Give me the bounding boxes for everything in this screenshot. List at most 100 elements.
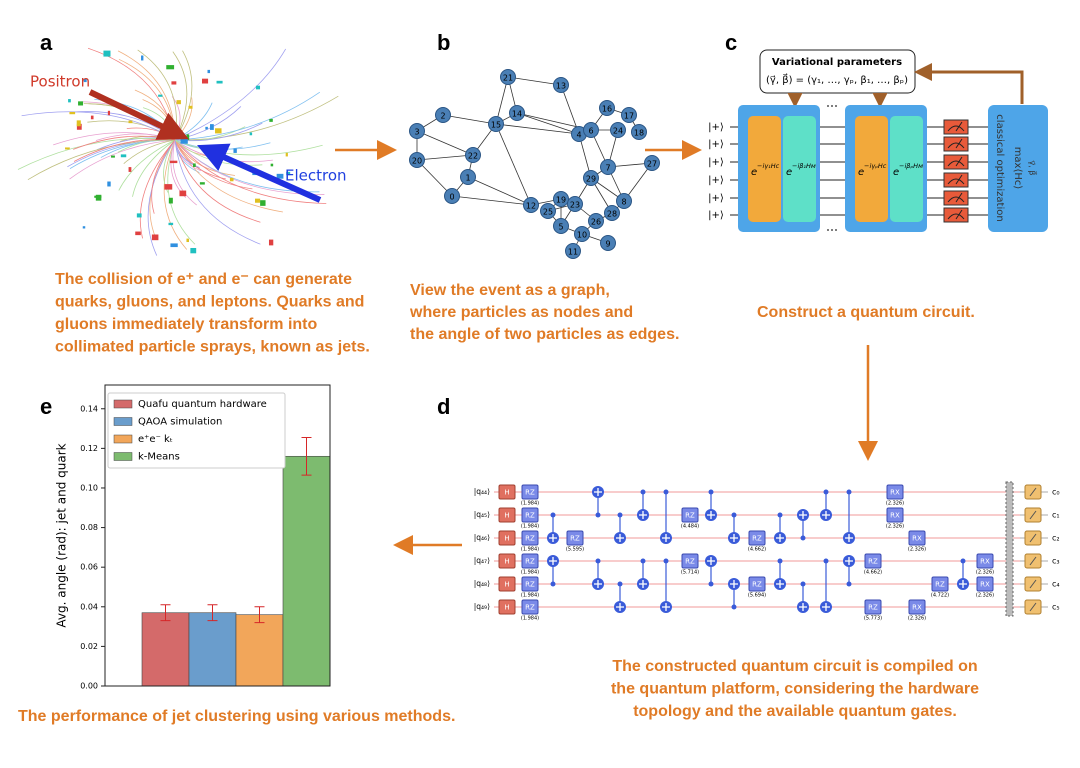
node	[500, 69, 516, 85]
gate-label: RZ	[525, 558, 535, 566]
cnot-plus	[822, 603, 830, 611]
gate-label: RZ	[525, 604, 535, 612]
cnot-control	[846, 581, 852, 587]
cnot-plus	[845, 557, 853, 565]
panel-label: c	[725, 30, 737, 55]
legend-label: QAOA simulation	[138, 417, 222, 428]
gate-param: (2.326)	[908, 547, 926, 553]
cnot-plus	[799, 603, 807, 611]
gate	[521, 484, 539, 500]
gate	[498, 599, 516, 615]
hit	[255, 85, 261, 90]
node	[604, 205, 620, 221]
cnot-plus	[594, 580, 602, 588]
bar	[235, 614, 284, 687]
track	[174, 139, 283, 213]
node-label: 1	[465, 174, 470, 183]
clbit-label: c₀	[1052, 488, 1060, 497]
node-label: 0	[449, 193, 454, 202]
y-tick-label: 0.12	[80, 444, 98, 453]
cnot-control	[800, 535, 806, 541]
ellipsis-dot	[827, 229, 829, 231]
hit	[76, 123, 82, 130]
cnot-control	[777, 512, 783, 518]
hit	[151, 234, 159, 241]
hit	[269, 118, 273, 122]
node-label: 10	[577, 231, 587, 240]
gate-param: (5.714)	[681, 570, 699, 576]
qubit-label: |q₄₇⟩	[474, 556, 490, 565]
track	[174, 102, 213, 141]
node	[488, 116, 504, 132]
gate-param: (5.773)	[864, 616, 882, 622]
node	[588, 213, 604, 229]
cnot-control	[823, 558, 829, 564]
gate-label: RZ	[868, 604, 878, 612]
gate-param: (2.326)	[976, 570, 994, 576]
meter	[947, 138, 965, 149]
cnot-control	[663, 489, 669, 495]
caption-line: gluons immediately transform into	[55, 316, 317, 333]
meter	[947, 121, 965, 132]
input-state: |+⟩	[708, 175, 724, 186]
gate-label: RX	[912, 535, 922, 543]
node-label: 21	[503, 74, 513, 83]
node-label: 7	[605, 164, 610, 173]
y-axis-label: Avg. angle (rad): jet and quark	[55, 443, 69, 627]
cnot-control	[777, 558, 783, 564]
gate	[498, 553, 516, 569]
edge	[507, 76, 562, 86]
measure	[943, 172, 969, 188]
caption-line: View the event as a graph,	[410, 282, 610, 299]
legend-swatch	[113, 417, 133, 426]
hit	[215, 128, 222, 134]
track	[174, 48, 287, 141]
cnot-control	[800, 581, 806, 587]
edge	[467, 176, 532, 206]
cnot-control	[640, 489, 646, 495]
y-tick-label: 0.04	[80, 602, 98, 611]
node-label: 12	[526, 202, 536, 211]
cnot-control	[550, 512, 556, 518]
node-label: 26	[591, 218, 601, 227]
clbit-label: c₅	[1052, 603, 1060, 612]
track	[174, 139, 271, 150]
meter	[947, 192, 965, 203]
hit	[180, 138, 188, 144]
gate-param: (2.326)	[886, 501, 904, 507]
clbit-label: c₄	[1052, 580, 1060, 589]
cnot-plus	[776, 580, 784, 588]
hit	[171, 81, 177, 85]
hit	[65, 147, 70, 150]
gate-block	[783, 116, 816, 222]
node-label: 25	[543, 208, 553, 217]
gate-exp: −iγₚHc	[864, 162, 887, 170]
node-label: 19	[556, 196, 566, 205]
gate-exp: −iβ₁Hм	[792, 162, 816, 170]
gate	[521, 530, 539, 546]
gate-label: H	[504, 512, 509, 520]
node	[465, 147, 481, 163]
hit	[268, 239, 274, 246]
cnot-control	[663, 558, 669, 564]
gate	[908, 599, 926, 615]
node	[610, 122, 626, 138]
gate-param: (4.662)	[748, 547, 766, 553]
hit	[233, 148, 237, 153]
node-label: 15	[491, 121, 501, 130]
hit	[192, 163, 196, 167]
positron-arrow	[88, 89, 189, 140]
bar	[141, 612, 190, 687]
track	[172, 139, 197, 206]
hit	[276, 173, 284, 179]
track	[174, 139, 327, 204]
hit	[166, 65, 175, 70]
node	[631, 124, 647, 140]
hit	[164, 184, 173, 190]
track	[174, 139, 200, 168]
gate-label: RX	[890, 489, 900, 497]
clbit-label: c₁	[1052, 511, 1060, 520]
node	[540, 203, 556, 219]
ellipsis-dot	[835, 105, 837, 107]
edge	[442, 114, 497, 125]
